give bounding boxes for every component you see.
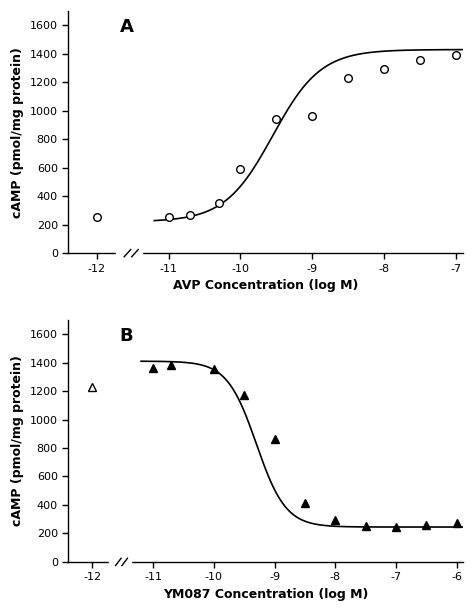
X-axis label: YM087 Concentration (log M): YM087 Concentration (log M) [163, 588, 368, 601]
Text: B: B [119, 327, 133, 345]
Y-axis label: cAMP (pmol/mg protein): cAMP (pmol/mg protein) [11, 356, 24, 526]
X-axis label: AVP Concentration (log M): AVP Concentration (log M) [173, 279, 358, 292]
Y-axis label: cAMP (pmol/mg protein): cAMP (pmol/mg protein) [11, 47, 24, 217]
Text: A: A [119, 18, 133, 36]
